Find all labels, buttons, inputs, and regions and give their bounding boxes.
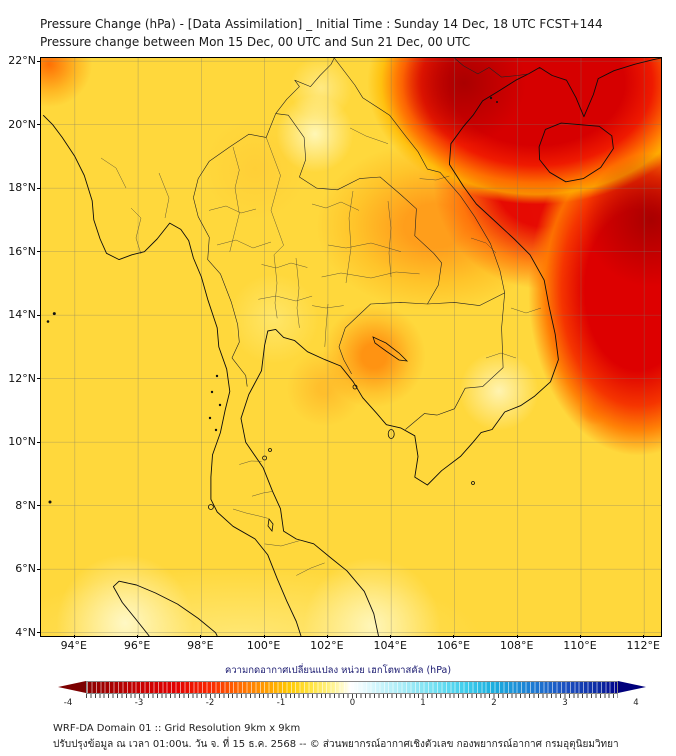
footer-domain-info: WRF-DA Domain 01 :: Grid Resolution 9km …: [53, 723, 301, 734]
colorbar-tick-label: -1: [276, 698, 286, 708]
lat-tick-label: 14°N: [0, 308, 40, 321]
page-title: Pressure Change (hPa) - [Data Assimilati…: [40, 15, 603, 51]
lat-tick-label: 10°N: [0, 435, 40, 448]
lat-tick-label: 20°N: [0, 118, 40, 131]
pressure-field: [41, 58, 661, 636]
coastlines: [42, 58, 661, 636]
lon-tick-label: 94°E: [54, 635, 94, 652]
colorbar-tick-label: 1: [420, 698, 426, 708]
lat-tick-label: 22°N: [0, 54, 40, 67]
colorbar-minor-ticks: [86, 694, 618, 698]
lat-tick-label: 16°N: [0, 245, 40, 258]
lat-tick-label: 4°N: [0, 626, 40, 639]
footer-credit: ปรับปรุงข้อมูล ณ เวลา 01:00น. วัน จ. ที่…: [53, 739, 619, 750]
colorbar-right-arrow: [618, 681, 646, 693]
lon-tick-label: 112°E: [623, 635, 663, 652]
map-overlay: [41, 58, 661, 636]
islands: [46, 96, 498, 532]
colorbar-label: ความกดอากาศเปลี่ยนแปลง หน่วย เฮกโตพาสคัล…: [224, 665, 452, 676]
colorbar-tick-label: -4: [63, 698, 73, 708]
colorbar: [86, 681, 618, 694]
title-line-2: Pressure change between Mon 15 Dec, 00 U…: [40, 35, 471, 49]
graticule: [41, 58, 661, 636]
lat-tick-label: 6°N: [0, 562, 40, 575]
title-line-1: Pressure Change (hPa) - [Data Assimilati…: [40, 17, 603, 31]
lon-tick-label: 110°E: [560, 635, 600, 652]
colorbar-tick-label: -3: [134, 698, 144, 708]
colorbar-tick-label: 3: [562, 698, 568, 708]
lon-tick-label: 104°E: [370, 635, 410, 652]
small-island-dots: [46, 96, 498, 504]
lon-tick-label: 98°E: [180, 635, 220, 652]
province-borders: [100, 127, 542, 576]
lat-tick-label: 18°N: [0, 181, 40, 194]
lon-tick-label: 96°E: [117, 635, 157, 652]
colorbar-tick-label: 0: [349, 698, 356, 708]
lon-tick-label: 102°E: [307, 635, 347, 652]
lon-tick-label: 100°E: [244, 635, 284, 652]
colorbar-tick-label: 2: [491, 698, 497, 708]
lat-tick-label: 12°N: [0, 372, 40, 385]
map-plot: [40, 57, 662, 637]
lat-tick-label: 8°N: [0, 499, 40, 512]
colorbar-tick-label: -2: [205, 698, 215, 708]
lon-tick-label: 108°E: [497, 635, 537, 652]
footer: WRF-DA Domain 01 :: Grid Resolution 9km …: [53, 721, 619, 752]
colorbar-tick-label: 4: [633, 698, 639, 708]
country-borders: [193, 58, 529, 430]
lon-tick-label: 106°E: [433, 635, 473, 652]
colorbar-left-arrow: [58, 681, 86, 693]
